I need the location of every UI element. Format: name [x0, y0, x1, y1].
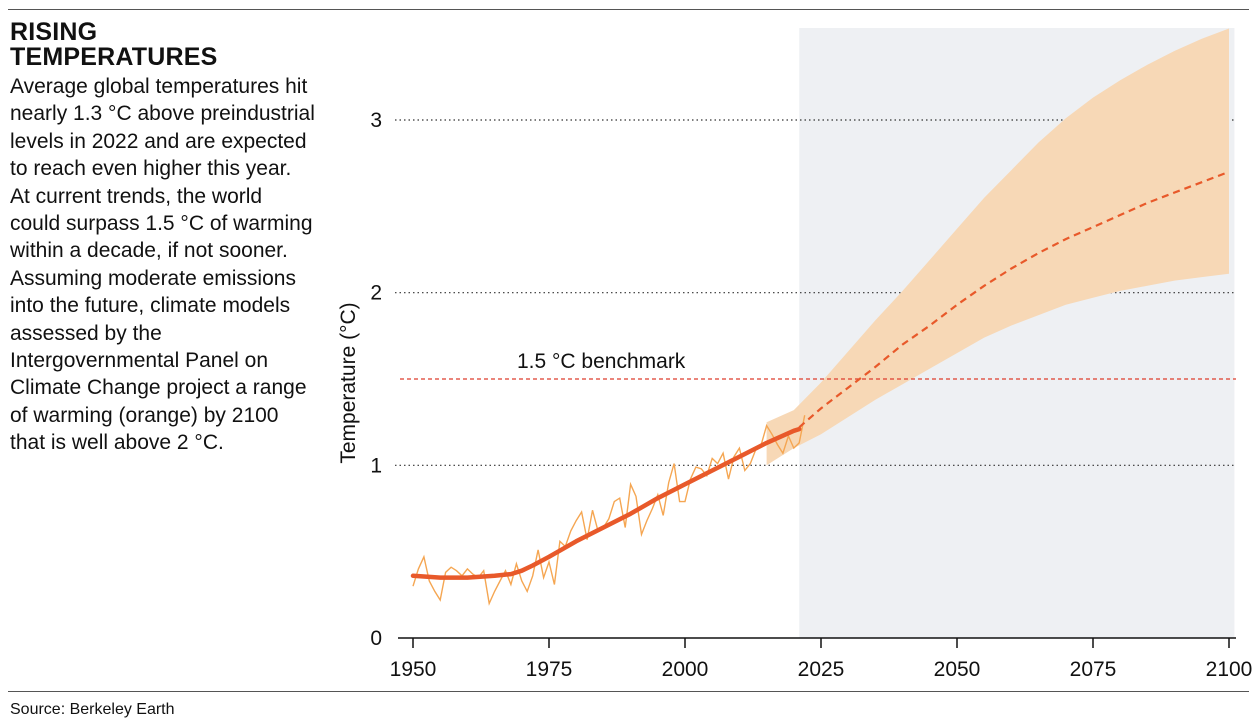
source-note: Source: Berkeley Earth: [10, 701, 175, 718]
benchmark-label: 1.5 °C benchmark: [517, 350, 686, 373]
x-tick-label: 2000: [662, 658, 709, 681]
y-tick-label: 1: [370, 454, 382, 477]
projection-range-band: [766, 28, 1229, 466]
y-axis-ticks: 0 1 2 3: [370, 109, 382, 650]
smoothed-temperature-line: [410, 426, 802, 580]
x-tick-label: 2100: [1206, 658, 1253, 681]
y-axis-label: Temperature (°C): [337, 302, 360, 463]
x-tick-label: 2050: [934, 658, 981, 681]
chart-description: Average global temperatures hit nearly 1…: [10, 75, 315, 455]
x-tick-label: 1950: [390, 658, 437, 681]
gridlines: [395, 119, 1236, 466]
top-rule: [8, 9, 1249, 10]
y-tick-label: 2: [370, 282, 382, 305]
x-tick-label: 2075: [1070, 658, 1117, 681]
projection-median-line: [798, 170, 1230, 429]
x-tick-label: 2025: [798, 658, 845, 681]
y-tick-label: 3: [370, 109, 382, 132]
chart-title: RISING TEMPERATURES: [10, 18, 218, 71]
x-tick-label: 1975: [526, 658, 573, 681]
bottom-rule: [8, 691, 1249, 692]
x-axis-ticks: 1950 1975 2000 2025 2050 2075 2100: [390, 638, 1253, 681]
y-tick-label: 0: [370, 627, 382, 650]
